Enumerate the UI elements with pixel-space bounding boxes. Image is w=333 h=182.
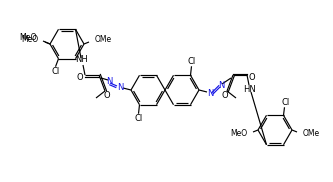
Text: N: N	[117, 82, 123, 92]
Text: N: N	[218, 80, 224, 90]
Text: HN: HN	[244, 86, 256, 94]
Text: OMe: OMe	[95, 35, 112, 45]
Text: O: O	[249, 72, 255, 82]
Text: O: O	[104, 92, 110, 100]
Text: N: N	[106, 76, 112, 86]
Text: Cl: Cl	[51, 67, 60, 76]
Text: O: O	[77, 72, 83, 82]
Text: MeO: MeO	[21, 35, 38, 45]
Text: N: N	[207, 88, 213, 98]
Text: Cl: Cl	[281, 98, 290, 107]
Text: O: O	[222, 92, 228, 100]
Text: Cl: Cl	[187, 57, 195, 66]
Text: MeO: MeO	[230, 130, 247, 139]
Text: NH: NH	[76, 56, 88, 64]
Text: Cl: Cl	[135, 114, 143, 123]
Text: MeO: MeO	[19, 33, 37, 43]
Text: OMe: OMe	[303, 130, 320, 139]
